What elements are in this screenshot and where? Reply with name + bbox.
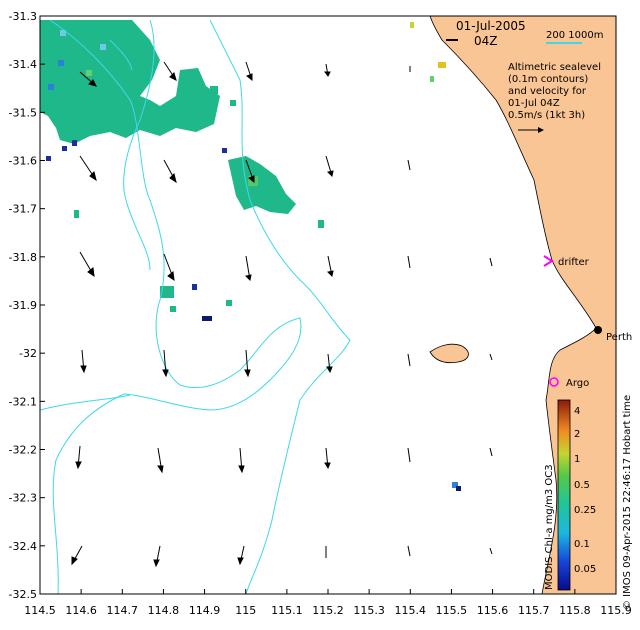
y-tick-label: -31.5	[9, 106, 37, 119]
description-line: Altimetric sealevel	[508, 62, 601, 73]
description-line: 01-Jul 04Z	[508, 98, 560, 109]
drifter-label: drifter	[558, 257, 590, 268]
x-tick-label: 114.6	[65, 604, 97, 617]
reference-arrow-head	[538, 127, 544, 133]
x-tick-label: 115.8	[559, 604, 591, 617]
y-tick-label: -31.3	[9, 10, 37, 23]
colorbar-tick: 0.25	[574, 505, 596, 516]
y-axis: -31.3 -31.4 -31.5 -31.6 -31.7 -31.8 -31.9 -32 -3…	[9, 10, 45, 601]
x-tick-label: 115.3	[353, 604, 385, 617]
description-line: (0.1m contours)	[508, 74, 588, 85]
y-tick-label: -31.8	[9, 251, 37, 264]
perth-label: Perth	[606, 332, 632, 343]
colorbar-tick: 0.05	[574, 564, 596, 575]
description-line: 0.5m/s (1kt 3h)	[508, 110, 585, 121]
x-axis: 114.5 114.6 114.7 114.8 114.9 115 115.1 115.2 11…	[24, 589, 632, 617]
map-description: Altimetric sealevel (0.1m contours) and …	[508, 62, 601, 121]
colorbar-tick: 2	[574, 429, 580, 440]
y-tick-label: -32.1	[9, 395, 37, 408]
y-tick-label: -31.7	[9, 203, 37, 216]
x-tick-label: 115	[235, 604, 256, 617]
y-tick-label: -32	[19, 347, 37, 360]
x-tick-label: 114.5	[24, 604, 56, 617]
map-time: 04Z	[474, 34, 498, 48]
map-date: 01-Jul-2005	[456, 19, 526, 33]
argo-marker	[549, 377, 559, 387]
x-tick-label: 115.2	[312, 604, 344, 617]
credit-text: © IMOS 09-Apr-2015 22:46:17 Hobart time	[622, 395, 633, 610]
colorbar-title: MODIS Chl-a mg/m3 OC3	[544, 464, 555, 590]
x-tick-label: 115.4	[395, 604, 427, 617]
chlorophyll-patches	[40, 20, 324, 312]
y-tick-label: -32.2	[9, 444, 37, 457]
y-tick-label: -32.4	[9, 540, 37, 553]
x-tick-label: 115.9	[600, 604, 632, 617]
velocity-arrows	[71, 61, 493, 568]
y-tick-label: -32.3	[9, 492, 37, 505]
y-tick-label: -31.9	[9, 299, 37, 312]
colorbar-ticks: 4 2 1 0.5 0.25 0.1 0.05	[574, 406, 596, 575]
sealevel-contours	[39, 19, 351, 595]
argo-label: Argo	[566, 378, 589, 389]
x-tick-label: 115.1	[271, 604, 303, 617]
depth-scale-label: 200 1000m	[546, 30, 603, 41]
colorbar	[557, 399, 571, 591]
x-tick-label: 114.9	[189, 604, 221, 617]
drifter-marker	[543, 255, 554, 267]
colorbar-tick: 0.5	[574, 480, 590, 491]
colorbar-tick: 1	[574, 454, 580, 465]
colorbar-tick: 0.1	[574, 539, 590, 550]
y-tick-label: -32.5	[9, 588, 37, 601]
x-tick-label: 115.6	[477, 604, 509, 617]
x-tick-label: 115.5	[436, 604, 468, 617]
colorbar-tick: 4	[574, 406, 580, 417]
x-tick-label: 115.7	[518, 604, 550, 617]
y-tick-label: -31.6	[9, 155, 37, 168]
description-line: and velocity for	[508, 86, 587, 97]
x-tick-label: 114.7	[107, 604, 139, 617]
y-tick-label: -31.4	[9, 58, 37, 71]
perth-marker	[594, 326, 602, 334]
x-tick-label: 114.8	[148, 604, 180, 617]
